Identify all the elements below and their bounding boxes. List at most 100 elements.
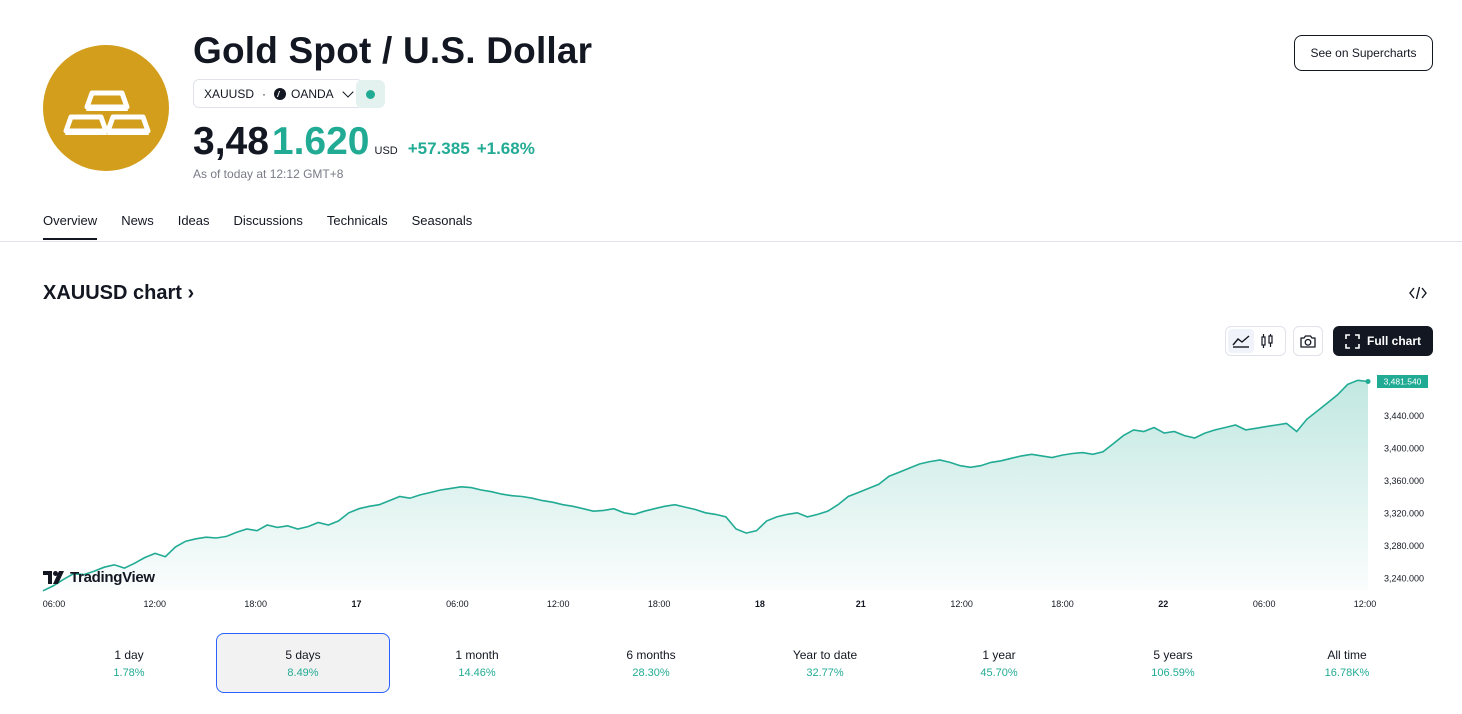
x-tick-label: 18:00: [244, 599, 267, 609]
candles-icon: [1261, 334, 1273, 348]
x-tick-label: 12:00: [547, 599, 570, 609]
see-on-supercharts-button[interactable]: See on Supercharts: [1294, 35, 1433, 71]
chart-title: XAUUSD chart: [43, 282, 182, 304]
chart-series-line: [42, 379, 1369, 592]
chart-title-link[interactable]: XAUUSD chart ›: [43, 282, 194, 305]
period-change: 16.78K%: [1324, 666, 1370, 679]
period-1-day[interactable]: 1 day 1.78%: [42, 633, 216, 693]
exchange-label: OANDA: [291, 86, 334, 101]
chevron-down-icon: [342, 85, 354, 98]
period-label: All time: [1327, 647, 1367, 662]
page-title: Gold Spot / U.S. Dollar: [193, 30, 593, 71]
period-1-year[interactable]: 1 year 45.70%: [912, 633, 1086, 693]
x-tick-label: 06:00: [1253, 599, 1276, 609]
full-chart-label: Full chart: [1366, 334, 1421, 348]
symbol-selector[interactable]: XAUUSD · OANDA: [193, 79, 363, 108]
gold-bars-logo: [43, 45, 169, 171]
gold-bars-icon: [63, 90, 151, 135]
chart-area-fill-group: [43, 380, 1368, 591]
price-area-chart[interactable]: 3,440.000 3,400.000 3,360.000 3,320.000 3,28…: [0, 365, 1462, 617]
period-change: 8.49%: [287, 666, 319, 679]
price-currency: USD: [374, 145, 398, 157]
x-tick-label: 12:00: [950, 599, 973, 609]
area-chart-button[interactable]: [1228, 329, 1254, 353]
last-value-group: 3,481.540: [1365, 375, 1428, 388]
period-label: 1 year: [982, 647, 1016, 662]
y-axis: 3,440.000 3,400.000 3,360.000 3,320.000 3,28…: [1384, 411, 1424, 584]
y-tick-label: 3,320.000: [1384, 508, 1424, 518]
price-fraction: 1.620: [271, 120, 370, 163]
chart-area-fill: [43, 380, 1368, 591]
tab-discussions[interactable]: Discussions: [233, 213, 303, 228]
price-integer: 3,48: [193, 120, 269, 163]
period-change: 32.77%: [806, 666, 844, 679]
x-tick-label: 12:00: [144, 599, 167, 609]
chart-line-group: [42, 379, 1369, 592]
period-5-days[interactable]: 5 days 8.49%: [216, 633, 390, 693]
period-change: 45.70%: [980, 666, 1018, 679]
last-value-dot: [1365, 379, 1371, 384]
fullscreen-icon: [1345, 333, 1360, 349]
tab-news[interactable]: News: [121, 213, 154, 228]
period-change: 14.46%: [458, 666, 496, 679]
period-label: 5 years: [1153, 647, 1193, 662]
x-axis: 06:00 12:00 18:00 17 06:00 12:00 18:00 18 21 12:0…: [43, 599, 1377, 609]
y-tick-label: 3,240.000: [1384, 573, 1424, 583]
x-tick-label: 18:00: [1051, 599, 1074, 609]
last-value-badge: [1377, 375, 1428, 388]
period-selector: 1 day 1.78% 5 days 8.49% 1 month 14.46% …: [42, 633, 1434, 693]
tab-bar: Overview News Ideas Discussions Technica…: [43, 213, 496, 240]
tradingview-logo-icon: [43, 571, 64, 584]
chart-type-toggle: [1225, 326, 1286, 356]
camera-icon: [1300, 334, 1316, 348]
period-6-months[interactable]: 6 months 28.30%: [564, 633, 738, 693]
period-label: 5 days: [285, 647, 321, 662]
candles-chart-button[interactable]: [1254, 329, 1280, 353]
tab-ideas[interactable]: Ideas: [177, 213, 210, 228]
price-change-percent: +1.68%: [476, 139, 535, 158]
market-open-dot-icon: [366, 89, 375, 99]
period-5-years[interactable]: 5 years 106.59%: [1086, 633, 1260, 693]
period-change: 106.59%: [1151, 666, 1195, 679]
price-block: 3,48 1.620 USD +57.385 +1.68%: [193, 120, 535, 164]
area-chart-icon: [1232, 335, 1250, 348]
market-status-badge[interactable]: [356, 80, 385, 108]
x-tick-label: 17: [351, 599, 361, 609]
symbol-label: XAUUSD: [204, 86, 255, 101]
as-of-timestamp: As of today at 12:12 GMT+8: [193, 167, 344, 181]
tab-overview[interactable]: Overview: [43, 213, 98, 240]
y-tick-label: 3,280.000: [1384, 541, 1424, 551]
period-all-time[interactable]: All time 16.78K%: [1260, 633, 1434, 693]
period-year-to-date[interactable]: Year to date 32.77%: [738, 633, 912, 693]
price-change: +57.385: [407, 139, 470, 158]
y-tick-label: 3,440.000: [1384, 411, 1424, 421]
tab-seasonals[interactable]: Seasonals: [411, 213, 473, 228]
tradingview-watermark: TradingView: [43, 569, 155, 586]
x-tick-label: 06:00: [43, 599, 66, 609]
period-label: 1 day: [114, 647, 144, 662]
x-tick-label: 21: [856, 599, 866, 609]
oanda-icon: [274, 87, 287, 100]
y-tick-label: 3,360.000: [1384, 476, 1424, 486]
x-tick-label: 06:00: [446, 599, 469, 609]
x-tick-label: 18:00: [648, 599, 671, 609]
x-tick-label: 22: [1158, 599, 1168, 609]
last-value-label: 3,481.540: [1384, 377, 1422, 387]
x-tick-label: 12:00: [1354, 599, 1377, 609]
period-label: Year to date: [792, 647, 858, 662]
tradingview-text: TradingView: [70, 569, 155, 586]
period-label: 1 month: [455, 647, 499, 662]
full-chart-button[interactable]: Full chart: [1333, 326, 1433, 356]
period-label: 6 months: [626, 647, 676, 662]
tabs-divider: [0, 241, 1462, 242]
period-1-month[interactable]: 1 month 14.46%: [390, 633, 564, 693]
y-tick-label: 3,400.000: [1384, 443, 1424, 453]
period-change: 1.78%: [113, 666, 145, 679]
separator-dot: ·: [262, 86, 267, 101]
chevron-right-icon: ›: [181, 282, 195, 304]
snapshot-button[interactable]: [1293, 326, 1323, 356]
tab-technicals[interactable]: Technicals: [326, 213, 388, 228]
period-change: 28.30%: [632, 666, 670, 679]
x-tick-label: 18: [755, 599, 765, 609]
embed-code-icon[interactable]: [1409, 285, 1427, 301]
